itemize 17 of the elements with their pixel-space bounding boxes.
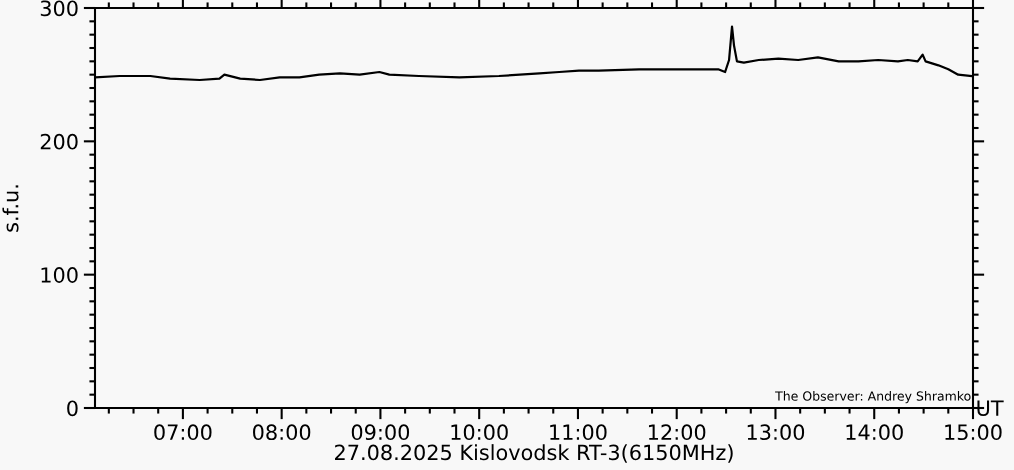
x-tick-label: 08:00 <box>253 424 311 441</box>
x-tick-label: 14:00 <box>846 424 903 441</box>
y-tick-label: 300 <box>40 0 78 17</box>
y-tick-label: 0 <box>67 400 78 417</box>
x-tick-label: 07:00 <box>154 424 212 441</box>
y-tick-label: 200 <box>40 133 78 150</box>
x-tick-label: 15:00 <box>945 424 1002 441</box>
x-tick-label: 11:00 <box>550 424 607 441</box>
x-tick-label: 09:00 <box>351 424 410 441</box>
x-tick-label: 10:00 <box>451 424 508 441</box>
x-axis-title: 27.08.2025 Kislovodsk RT-3(6150MHz) <box>335 444 733 463</box>
y-axis-title: s.f.u. <box>2 185 19 232</box>
annotation: The Observer: Andrey Shramko <box>775 391 971 404</box>
text: UT <box>977 400 1004 417</box>
x-tick-label: 13:00 <box>747 424 805 441</box>
x-tick-label: 12:00 <box>648 424 706 441</box>
y-tick-label: 100 <box>41 267 78 283</box>
